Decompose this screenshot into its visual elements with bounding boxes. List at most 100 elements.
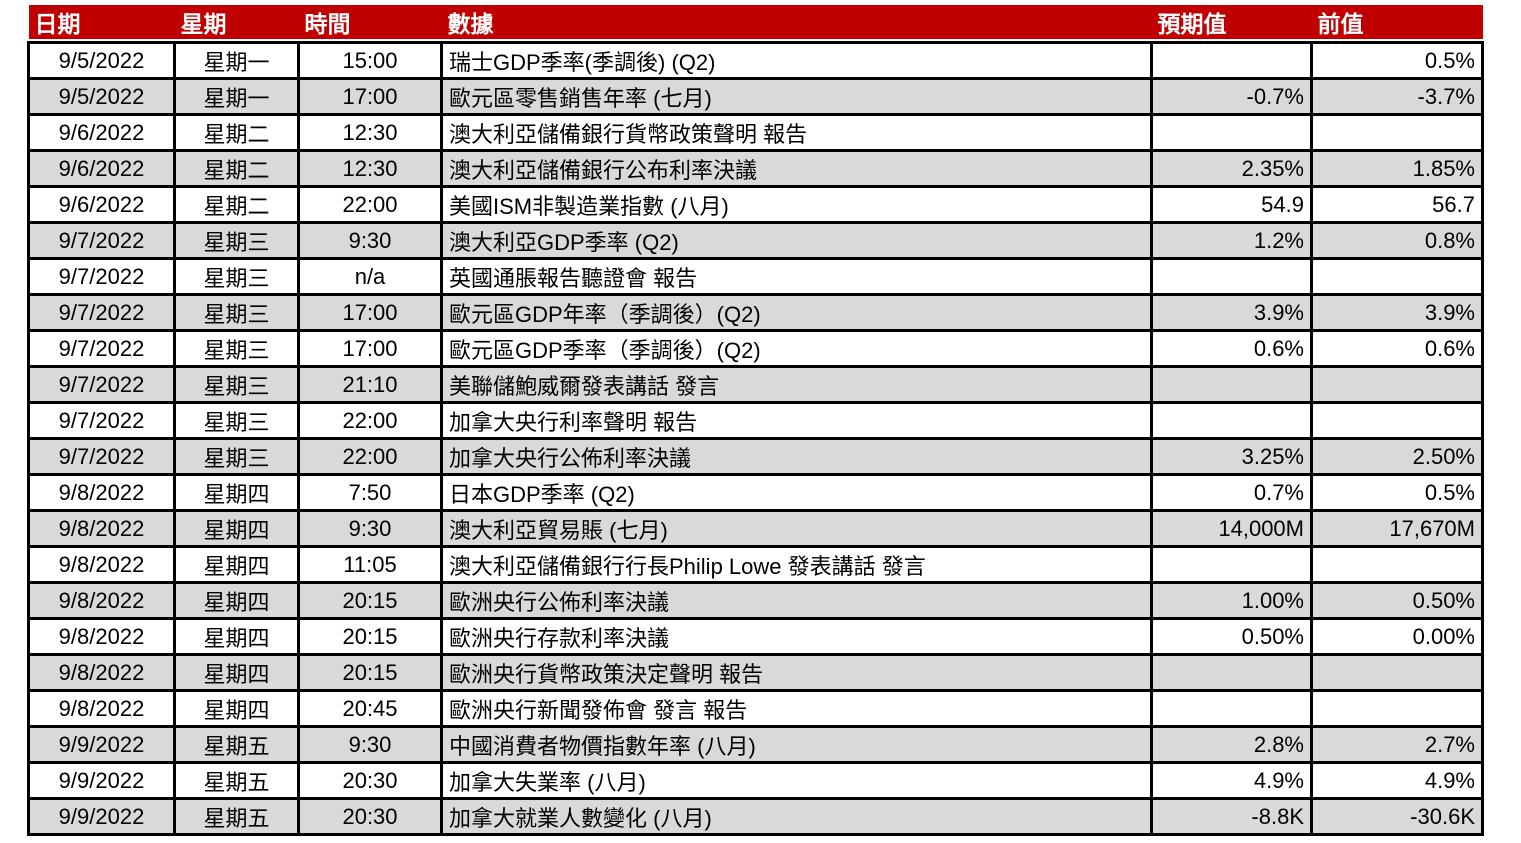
- cell-date: 9/8/2022: [27, 653, 176, 692]
- cell-weekday: 星期一: [173, 41, 300, 80]
- cell-date: 9/7/2022: [27, 329, 176, 368]
- cell-time: 11:05: [297, 545, 443, 584]
- header-row: 日期 星期 時間 數據 預期值 前值: [28, 5, 1483, 39]
- cell-date: 9/7/2022: [27, 365, 176, 404]
- cell-time: 17:00: [297, 293, 443, 332]
- cell-event: 中國消費者物價指數年率 (八月): [440, 725, 1153, 764]
- cell-weekday: 星期三: [173, 329, 300, 368]
- cell-weekday: 星期四: [173, 509, 300, 548]
- header-expected: 預期值: [1151, 5, 1312, 39]
- table-row: 9/8/2022 星期四 20:45 歐洲央行新聞發佈會 發言 報告: [27, 689, 1484, 728]
- economic-calendar-page: 日期 星期 時間 數據 預期值 前值 9/5/2022 星期一 15:00 瑞士GDP…: [27, 5, 1484, 836]
- cell-time: 17:00: [297, 329, 443, 368]
- cell-date: 9/6/2022: [27, 185, 176, 224]
- cell-event: 歐元區零售銷售年率 (七月): [440, 77, 1153, 116]
- cell-time: 22:00: [297, 437, 443, 476]
- cell-expected: 0.50%: [1150, 617, 1313, 656]
- economic-calendar-table: 日期 星期 時間 數據 預期值 前值 9/5/2022 星期一 15:00 瑞士GDP…: [27, 5, 1484, 836]
- cell-previous: 0.50%: [1310, 581, 1484, 620]
- cell-previous: 0.5%: [1310, 41, 1484, 80]
- cell-weekday: 星期三: [173, 365, 300, 404]
- table-row: 9/6/2022 星期二 22:00 美國ISM非製造業指數 (八月) 54.9 56.7: [27, 185, 1484, 224]
- cell-weekday: 星期二: [173, 149, 300, 188]
- cell-weekday: 星期二: [173, 113, 300, 152]
- table-row: 9/7/2022 星期三 9:30 澳大利亞GDP季率 (Q2) 1.2% 0.8%: [27, 221, 1484, 260]
- cell-time: 21:10: [297, 365, 443, 404]
- cell-previous: [1310, 545, 1484, 584]
- cell-event: 澳大利亞GDP季率 (Q2): [440, 221, 1153, 260]
- table-row: 9/8/2022 星期四 20:15 歐洲央行存款利率決議 0.50% 0.00%: [27, 617, 1484, 656]
- cell-expected: [1150, 41, 1313, 80]
- cell-event: 澳大利亞儲備銀行貨幣政策聲明 報告: [440, 113, 1153, 152]
- cell-date: 9/8/2022: [27, 509, 176, 548]
- cell-event: 日本GDP季率 (Q2): [440, 473, 1153, 512]
- cell-expected: [1150, 401, 1313, 440]
- cell-time: 17:00: [297, 77, 443, 116]
- table-row: 9/7/2022 星期三 n/a 英國通脹報告聽證會 報告: [27, 257, 1484, 296]
- table-row: 9/9/2022 星期五 20:30 加拿大失業率 (八月) 4.9% 4.9%: [27, 761, 1484, 800]
- cell-weekday: 星期一: [173, 77, 300, 116]
- cell-expected: 2.8%: [1150, 725, 1313, 764]
- cell-weekday: 星期五: [173, 797, 300, 836]
- cell-previous: 4.9%: [1310, 761, 1484, 800]
- cell-weekday: 星期二: [173, 185, 300, 224]
- cell-date: 9/8/2022: [27, 617, 176, 656]
- cell-event: 加拿大失業率 (八月): [440, 761, 1153, 800]
- cell-time: 15:00: [297, 41, 443, 80]
- cell-previous: [1310, 401, 1484, 440]
- cell-previous: 0.8%: [1310, 221, 1484, 260]
- cell-time: 7:50: [297, 473, 443, 512]
- cell-time: 12:30: [297, 149, 443, 188]
- cell-date: 9/7/2022: [27, 401, 176, 440]
- cell-previous: 2.7%: [1310, 725, 1484, 764]
- cell-date: 9/7/2022: [27, 257, 176, 296]
- cell-time: n/a: [297, 257, 443, 296]
- header-weekday: 星期: [174, 5, 299, 39]
- cell-time: 20:15: [297, 653, 443, 692]
- cell-weekday: 星期三: [173, 401, 300, 440]
- cell-event: 加拿大就業人數變化 (八月): [440, 797, 1153, 836]
- cell-expected: 3.25%: [1150, 437, 1313, 476]
- cell-date: 9/7/2022: [27, 221, 176, 260]
- cell-expected: [1150, 545, 1313, 584]
- cell-date: 9/8/2022: [27, 581, 176, 620]
- table-row: 9/7/2022 星期三 21:10 美聯儲鮑威爾發表講話 發言: [27, 365, 1484, 404]
- cell-weekday: 星期五: [173, 725, 300, 764]
- cell-date: 9/8/2022: [27, 689, 176, 728]
- cell-time: 22:00: [297, 185, 443, 224]
- cell-event: 澳大利亞儲備銀行公布利率決議: [440, 149, 1153, 188]
- table-row: 9/8/2022 星期四 20:15 歐洲央行貨幣政策決定聲明 報告: [27, 653, 1484, 692]
- cell-time: 22:00: [297, 401, 443, 440]
- header-event: 數據: [441, 5, 1152, 39]
- cell-event: 歐元區GDP季率（季調後）(Q2): [440, 329, 1153, 368]
- cell-time: 9:30: [297, 509, 443, 548]
- table-body: 9/5/2022 星期一 15:00 瑞士GDP季率(季調後) (Q2) 0.5% 9/5…: [27, 39, 1484, 836]
- cell-previous: 0.6%: [1310, 329, 1484, 368]
- table-row: 9/8/2022 星期四 9:30 澳大利亞貿易賬 (七月) 14,000M 17,670…: [27, 509, 1484, 548]
- cell-previous: [1310, 365, 1484, 404]
- cell-previous: 56.7: [1310, 185, 1484, 224]
- cell-date: 9/9/2022: [27, 725, 176, 764]
- cell-expected: 14,000M: [1150, 509, 1313, 548]
- table-row: 9/7/2022 星期三 22:00 加拿大央行利率聲明 報告: [27, 401, 1484, 440]
- header-time: 時間: [298, 5, 442, 39]
- cell-date: 9/8/2022: [27, 545, 176, 584]
- cell-time: 20:45: [297, 689, 443, 728]
- cell-weekday: 星期四: [173, 581, 300, 620]
- cell-event: 歐洲央行公佈利率決議: [440, 581, 1153, 620]
- cell-time: 20:15: [297, 617, 443, 656]
- cell-date: 9/6/2022: [27, 113, 176, 152]
- cell-previous: [1310, 257, 1484, 296]
- cell-event: 歐洲央行新聞發佈會 發言 報告: [440, 689, 1153, 728]
- cell-time: 20:30: [297, 797, 443, 836]
- cell-previous: -3.7%: [1310, 77, 1484, 116]
- cell-expected: 2.35%: [1150, 149, 1313, 188]
- cell-weekday: 星期四: [173, 473, 300, 512]
- cell-expected: [1150, 113, 1313, 152]
- table-row: 9/5/2022 星期一 17:00 歐元區零售銷售年率 (七月) -0.7% -3.7%: [27, 77, 1484, 116]
- table-row: 9/7/2022 星期三 17:00 歐元區GDP年率（季調後）(Q2) 3.9% 3.9…: [27, 293, 1484, 332]
- cell-event: 加拿大央行公佈利率決議: [440, 437, 1153, 476]
- cell-event: 英國通脹報告聽證會 報告: [440, 257, 1153, 296]
- cell-weekday: 星期四: [173, 617, 300, 656]
- table-row: 9/8/2022 星期四 7:50 日本GDP季率 (Q2) 0.7% 0.5%: [27, 473, 1484, 512]
